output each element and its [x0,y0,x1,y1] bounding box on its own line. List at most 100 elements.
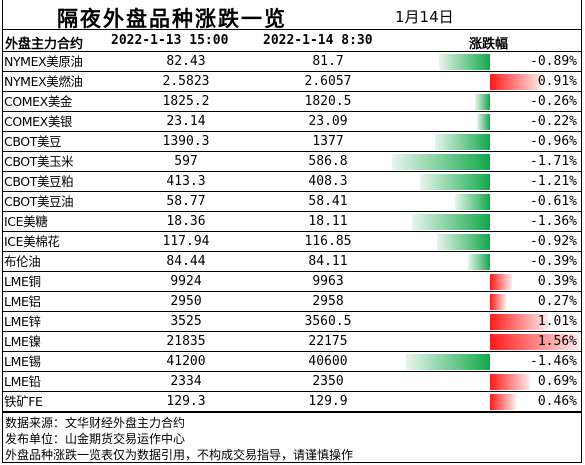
change-percent: 0.39% [537,274,577,289]
change-bar-down [477,114,490,130]
change-percent: -1.21% [530,174,577,189]
contract-name: 布伦油 [4,254,41,269]
row-divider [3,91,581,92]
row-divider [3,391,581,392]
change-percent: -1.36% [530,214,577,229]
table-row: CBOT美豆粕 413.3 408.3 -1.21% [3,172,581,192]
change-percent: 0.91% [537,74,577,89]
row-divider [3,311,581,312]
footer-disclaimer: 外盘品种涨跌一览表仅为数据引用，不构成交易指导，请谨慎操作 [5,448,354,462]
price-time-2: 22175 [308,334,348,349]
row-divider [3,131,581,132]
price-time-1: 3525 [170,314,202,329]
row-divider [3,211,581,212]
table-row: NYMEX美原油 82.43 81.7 -0.89% [3,52,581,72]
row-divider [3,251,581,252]
contract-name: CBOT美玉米 [4,154,74,169]
change-percent: -0.22% [530,114,577,129]
price-time-1: 2950 [170,294,202,309]
contract-name: NYMEX美燃油 [4,74,83,89]
table-row: COMEX美金 1825.2 1820.5 -0.26% [3,92,581,112]
contract-name: LME铝 [4,294,41,309]
table-row: 布伦油 84.44 84.11 -0.39% [3,252,581,272]
row-divider [3,191,581,192]
price-time-2: 2350 [312,374,344,389]
table-row: LME锡 41200 40600 -1.46% [3,352,581,372]
contract-name: CBOT美豆粕 [4,174,74,189]
price-time-1: 18.36 [166,214,206,229]
change-bar-down [438,54,490,70]
row-divider [3,231,581,232]
change-bar-up [490,74,543,90]
change-bar-up [490,274,513,290]
price-time-2: 58.41 [308,194,348,209]
header-contract: 外盘主力合约 [5,37,84,52]
change-percent: 1.01% [537,314,577,329]
contract-name: LME镍 [4,334,41,349]
row-divider [3,71,581,72]
change-bar-up [490,374,530,390]
change-percent: -1.71% [530,154,577,169]
price-time-2: 1377 [312,134,344,149]
divider [3,29,581,30]
change-bar-up [490,394,517,410]
change-percent: -0.96% [530,134,577,149]
contract-name: LME铅 [4,374,41,389]
change-bar-down [420,174,490,190]
table-row: 铁矿FE 129.3 129.9 0.46% [3,392,581,412]
row-divider [3,331,581,332]
price-time-1: 413.3 [166,174,206,189]
table-row: ICE美棉花 117.94 116.85 -0.92% [3,232,581,252]
price-time-1: 82.43 [166,54,206,69]
price-time-2: 129.9 [308,394,348,409]
price-time-2: 2.6057 [304,74,352,89]
table-row: LME锌 3525 3560.5 1.01% [3,312,581,332]
price-time-1: 597 [174,154,198,169]
change-bar-down [391,154,490,170]
change-bar-down [475,94,490,110]
change-bar-up [490,294,506,310]
change-percent: -0.39% [530,254,577,269]
price-time-1: 58.77 [166,194,206,209]
price-time-1: 21835 [166,334,206,349]
table-row: LME铝 2950 2958 0.27% [3,292,581,312]
header-time-1: 2022-1-13 15:00 [111,33,229,48]
change-bar-down [406,354,490,370]
contract-name: COMEX美金 [4,94,73,109]
price-time-2: 9963 [312,274,344,289]
footer-publisher: 发布单位：山金期货交易运作中心 [5,432,186,446]
contract-name: COMEX美银 [4,114,73,129]
change-bar-down [434,134,490,150]
table-row: LME铜 9924 9963 0.39% [3,272,581,292]
price-time-2: 81.7 [312,54,344,69]
change-percent: -0.26% [530,94,577,109]
contract-name: LME铜 [4,274,41,289]
price-time-2: 408.3 [308,174,348,189]
price-time-2: 3560.5 [304,314,352,329]
price-time-1: 84.44 [166,254,206,269]
change-percent: 0.46% [537,394,577,409]
change-percent: -0.89% [530,54,577,69]
row-divider [3,171,581,172]
change-bar-down [467,254,490,270]
change-percent: -0.92% [530,234,577,249]
row-divider [3,291,581,292]
change-bar-down [411,214,490,230]
price-time-2: 586.8 [308,154,348,169]
table-row: CBOT美豆油 58.77 58.41 -0.61% [3,192,581,212]
table-row: CBOT美玉米 597 586.8 -1.71% [3,152,581,172]
contract-name: CBOT美豆 [4,134,62,149]
change-percent: 0.69% [537,374,577,389]
price-time-1: 2334 [170,374,202,389]
price-time-2: 1820.5 [304,94,352,109]
table-row: LME铅 2334 2350 0.69% [3,372,581,392]
price-time-1: 9924 [170,274,202,289]
table-row: LME镍 21835 22175 1.56% [3,332,581,352]
table-row: ICE美糖 18.36 18.11 -1.36% [3,212,581,232]
row-divider [3,351,581,352]
price-time-1: 1825.2 [162,94,210,109]
divider [3,412,581,413]
contract-name: LME锌 [4,314,41,329]
change-bar-down [454,194,490,210]
